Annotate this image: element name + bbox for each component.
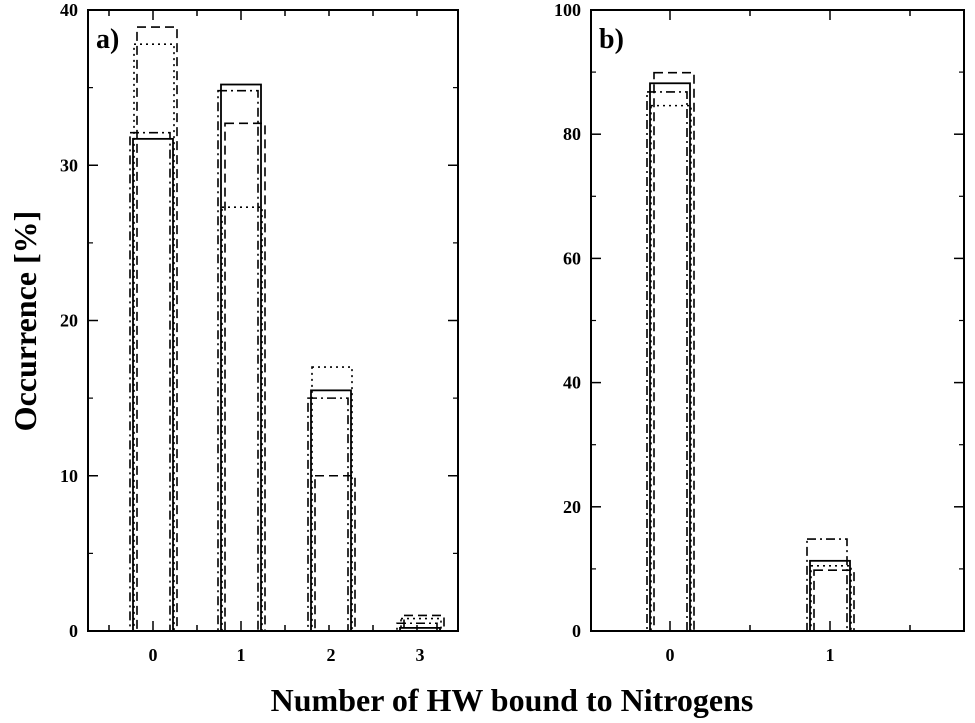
y-tick-label: 100: [554, 0, 581, 20]
bar-solid: [220, 83, 262, 632]
bar-dash-dot: [396, 622, 438, 632]
panel-label: b): [599, 24, 624, 55]
bar-solid: [310, 389, 352, 632]
bar-dashed: [136, 26, 178, 632]
bar-dotted: [133, 43, 175, 632]
bar-dash-dot: [646, 91, 688, 632]
x-tick-label: 1: [826, 645, 835, 665]
x-tick-label: 0: [149, 645, 158, 665]
y-tick-label: 60: [563, 248, 581, 268]
bar-solid: [809, 559, 851, 632]
y-tick-label: 0: [572, 621, 581, 641]
panel-a: 0 10 20 30 40 0 1 2 3 a): [60, 0, 459, 665]
y-tick-label: 20: [60, 311, 78, 331]
panel-label: a): [96, 24, 119, 55]
bar-dash-dot: [129, 131, 171, 632]
x-tick-label: 3: [416, 645, 425, 665]
y-tick-label: 20: [563, 497, 581, 517]
x-tick-label: 0: [666, 645, 675, 665]
bar-dash-dot: [307, 397, 349, 632]
x-tick-label: 2: [327, 645, 336, 665]
y-tick-label: 10: [60, 466, 78, 486]
y-tick-label: 0: [69, 621, 78, 641]
x-tick-label: 1: [237, 645, 246, 665]
bar-dashed: [314, 474, 356, 632]
bar-dashed: [224, 122, 266, 632]
x-axis-title: Number of HW bound to Nitrogens: [271, 682, 754, 718]
bar-dotted: [400, 617, 442, 632]
bar-dotted: [221, 206, 263, 632]
bar-solid: [132, 137, 174, 632]
y-tick-label: 30: [60, 155, 78, 175]
panel-b: 0 20 40 60 80 100 0 1 b): [554, 0, 965, 665]
bar-dash-dot: [217, 89, 259, 632]
y-tick-label: 80: [563, 124, 581, 144]
y-tick-label: 40: [60, 0, 78, 20]
bar-dash-dot: [806, 538, 848, 632]
bar-dotted: [810, 564, 852, 632]
bar-dotted: [311, 366, 353, 632]
bar-dashed: [813, 569, 855, 632]
bar-dashed: [653, 71, 695, 632]
bar-solid: [649, 82, 691, 632]
bar-dotted: [650, 104, 692, 632]
y-axis-title: Occurrence [%]: [7, 211, 43, 432]
plot-frame: [87, 9, 459, 632]
y-tick-label: 40: [563, 373, 581, 393]
